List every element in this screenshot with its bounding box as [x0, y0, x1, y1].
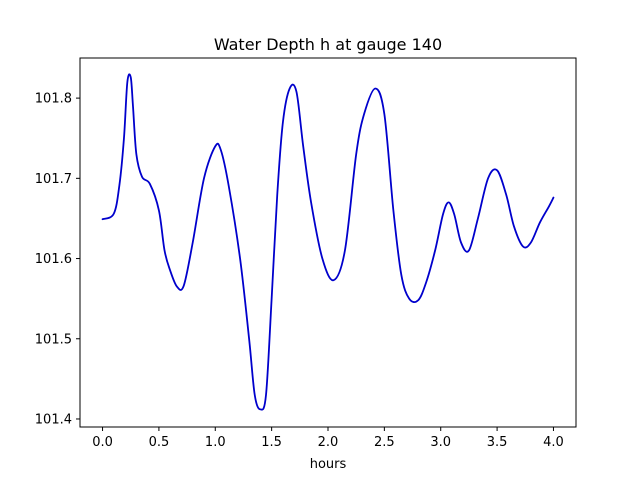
y-tick-label: 101.5 [35, 332, 72, 347]
x-axis: 0.0 0.5 1.0 1.5 2.0 2.5 3.0 3.5 4.0 [92, 427, 564, 450]
x-tick-label: 3.5 [487, 435, 508, 450]
series-line [101, 73, 555, 411]
y-tick-label: 101.7 [35, 172, 72, 187]
x-tick-label: 4.0 [543, 435, 564, 450]
series-layer [101, 73, 555, 411]
x-tick-label: 1.0 [205, 435, 226, 450]
x-tick-label: 0.0 [92, 435, 113, 450]
y-tick-label: 101.4 [35, 412, 72, 427]
x-tick-label: 1.5 [261, 435, 282, 450]
chart-title: Water Depth h at gauge 140 [214, 35, 442, 54]
x-tick-label: 3.0 [430, 435, 451, 450]
x-tick-label: 0.5 [149, 435, 170, 450]
x-tick-label: 2.0 [318, 435, 339, 450]
y-tick-label: 101.6 [35, 252, 72, 267]
x-tick-label: 2.5 [374, 435, 395, 450]
y-axis: 101.4 101.5 101.6 101.7 101.8 [35, 92, 80, 427]
x-axis-label: hours [310, 457, 347, 472]
y-tick-label: 101.8 [35, 92, 72, 107]
